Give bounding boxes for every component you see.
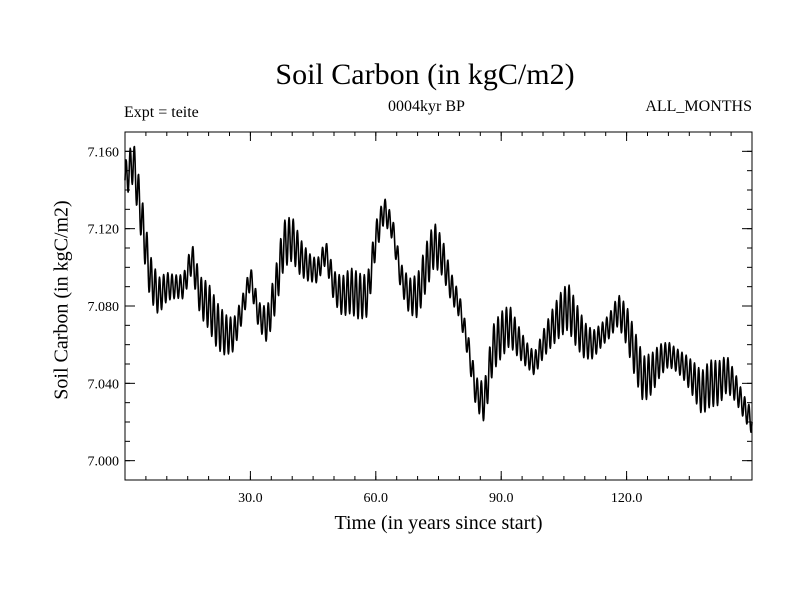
series-group [124,145,753,433]
x-tick-label: 120.0 [611,491,643,506]
plot-frame [124,131,753,481]
chart-subtitle: 0004kyr BP [388,98,465,115]
y-tick-label: 7.160 [88,145,120,160]
chart-title: Soil Carbon (in kgC/m2) [275,58,575,91]
x-tick-label: 30.0 [238,491,263,506]
y-tick-label: 7.000 [88,455,120,470]
experiment-label: Expt = teite [124,104,199,121]
soil-carbon-series-line [124,145,753,433]
y-tick-label: 7.080 [88,300,120,315]
months-label: ALL_MONTHS [645,98,752,115]
y-tick-label: 7.040 [88,377,120,392]
x-tick-label: 60.0 [364,491,389,506]
x-axis-label: Time (in years since start) [334,512,543,534]
axes: 30.0 60.0 90.0 120.0 7.000 7.040 7.080 7.120 7.1… [88,131,753,506]
x-tick-label: 90.0 [489,491,514,506]
y-tick-label: 7.120 [88,223,120,238]
